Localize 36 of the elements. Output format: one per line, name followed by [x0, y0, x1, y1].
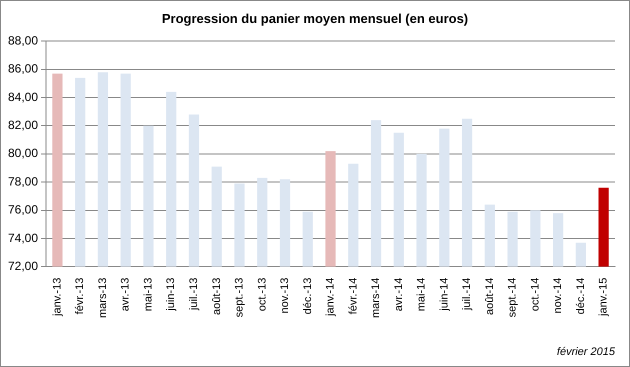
x-tick-label: nov.-13 — [279, 278, 292, 314]
x-tick-label: mars-13 — [96, 278, 109, 318]
x-tick-label: mai-13 — [142, 278, 154, 312]
x-tick-label: mai-14 — [416, 278, 428, 312]
y-tick-label: 74,00 — [8, 230, 38, 245]
x-tick-label: juin-14 — [438, 278, 450, 312]
text: février 2015 — [556, 346, 615, 358]
x-tick-label: déc.-14 — [574, 278, 587, 314]
x-tick-label: avr.-13 — [120, 278, 132, 312]
y-tick-label: 82,00 — [8, 118, 38, 132]
y-tick-label: 78,00 — [8, 174, 38, 188]
x-tick-label: août-14 — [484, 278, 496, 315]
y-tick-label: 86,00 — [8, 62, 38, 76]
x-tick-label: sept.-13 — [234, 278, 246, 318]
x-tick-label: juil.-13 — [188, 278, 200, 312]
y-tick-label: 72,00 — [8, 258, 38, 273]
x-tick-label: juil.-14 — [461, 278, 474, 312]
y-tick-label: 88,00 — [8, 34, 38, 48]
x-tick-label: janv.-13 — [51, 278, 64, 317]
x-tick-label: août-13 — [210, 278, 223, 315]
y-tick-label: 80,00 — [8, 146, 38, 160]
x-tick-label: juin-13 — [165, 278, 178, 312]
x-tick-label: janv.-14 — [324, 278, 337, 317]
x-tick-label: mars-14 — [370, 278, 382, 318]
x-tick-label: déc.-13 — [302, 278, 314, 314]
x-tick-label: nov.-14 — [552, 278, 564, 314]
y-tick-label: 84,00 — [8, 90, 38, 104]
x-tick-label: févr.-13 — [74, 278, 86, 314]
x-tick-label: avr.-14 — [392, 278, 405, 312]
y-tick-label: 76,00 — [8, 202, 38, 217]
x-tick-label: févr.-14 — [347, 278, 360, 314]
chart-title: Progression du panier moyen mensuel (en euros) — [160, 11, 470, 26]
x-tick-label: oct.-14 — [529, 278, 542, 312]
x-tick-label: oct.-13 — [256, 278, 268, 312]
x-tick-label: janv.-15 — [598, 278, 610, 317]
x-tick-label: sept.-14 — [506, 278, 519, 318]
